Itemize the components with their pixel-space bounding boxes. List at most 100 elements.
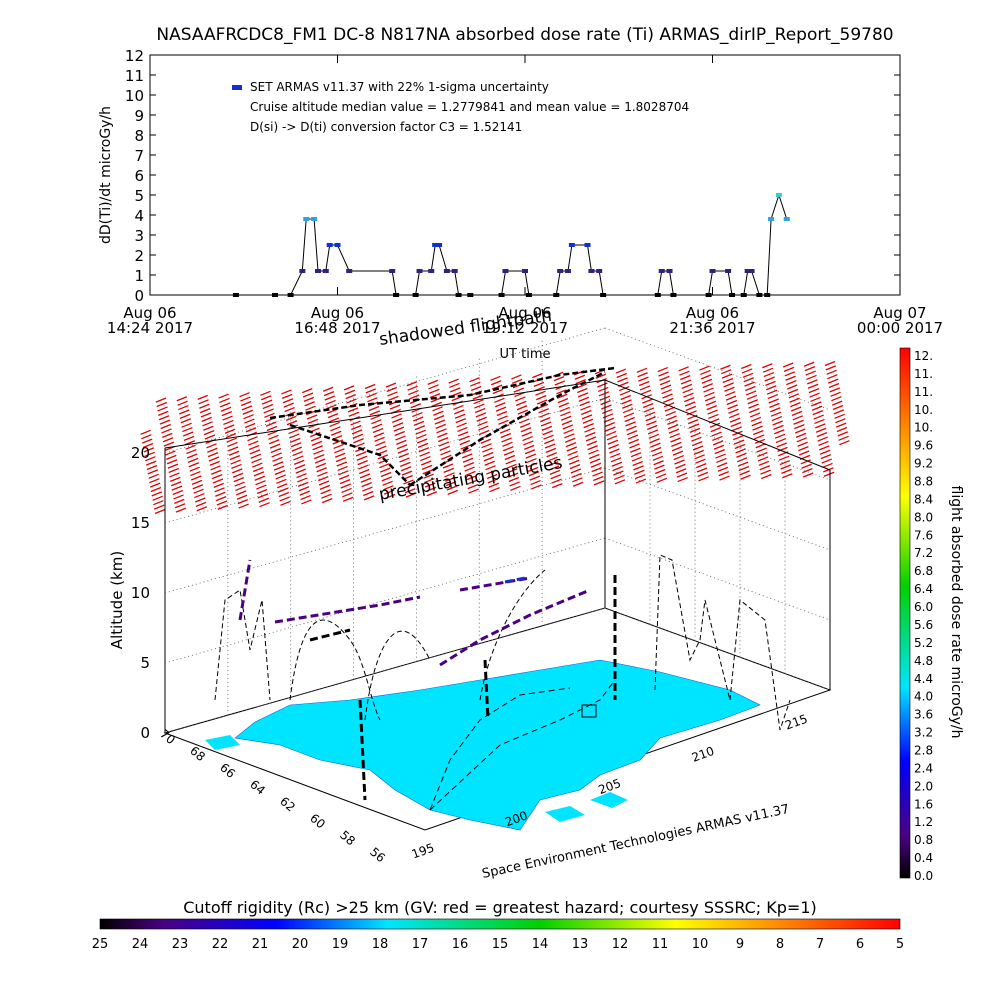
shadow-dash — [487, 478, 499, 484]
grid-back-left — [164, 537, 606, 664]
shadow-dash — [407, 385, 418, 391]
shadow-dash — [314, 458, 326, 464]
shadow-dash — [267, 430, 278, 436]
shadow-dash — [346, 398, 357, 404]
shadow-dash — [218, 393, 229, 399]
shadow-dash — [194, 497, 206, 503]
shadow-dash — [690, 432, 701, 438]
shadow-dash — [219, 397, 230, 404]
shadow-dash — [566, 446, 578, 452]
shadow-dash — [819, 445, 830, 451]
shadow-dash — [420, 460, 432, 466]
shadow-dash — [679, 370, 690, 376]
shadow-dash — [643, 407, 655, 413]
shadow-dash — [726, 399, 738, 406]
shadow-dash — [392, 417, 403, 423]
curtain-mid-2 — [479, 569, 546, 701]
shadow-dash — [526, 457, 537, 464]
shadow-dash — [585, 431, 596, 438]
shadow-dash — [757, 451, 768, 458]
shadow-dash — [281, 393, 293, 399]
shadow-dash — [438, 441, 450, 447]
shadow-dash — [351, 424, 362, 431]
shadow-dash — [700, 369, 711, 376]
shadow-dash — [759, 465, 771, 471]
shadow-dash — [649, 438, 660, 444]
shadow-dash — [544, 438, 555, 445]
shadow-dash — [815, 427, 827, 433]
shadow-dash — [608, 444, 619, 450]
shadow-dash — [532, 372, 543, 379]
shadow-dash — [772, 420, 783, 426]
shadow-dash — [716, 457, 727, 464]
shadow-dash — [590, 462, 602, 468]
shadow-dash — [764, 376, 775, 382]
shadow-dash — [229, 455, 241, 461]
y-tick-label: 12 — [125, 47, 144, 65]
shadow-dash — [576, 383, 587, 389]
shadow-dash — [336, 461, 348, 467]
shadow-dash — [363, 490, 374, 497]
shadow-dash — [657, 366, 668, 373]
shadow-dash — [823, 471, 835, 477]
shadow-dash — [639, 385, 651, 391]
latitude-tick-label: 66 — [217, 760, 238, 781]
shadow-dash — [298, 486, 310, 492]
cutoff-rigidity-colorbar: Cutoff rigidity (Rc) >25 km (GV: red = g… — [92, 898, 904, 952]
shadow-dash — [171, 485, 183, 491]
shadow-dash — [490, 375, 501, 381]
shadow-dash — [257, 493, 269, 499]
shadow-dash — [826, 369, 837, 375]
dose-rate-colorbar-tick: 10. — [914, 403, 933, 417]
data-point — [432, 243, 439, 247]
longitude-tick-label: 195 — [410, 841, 436, 862]
shadow-dash — [516, 405, 528, 411]
altitude-tick-label: 0 — [140, 724, 150, 742]
cutoff-rigidity-strip — [99, 918, 901, 930]
dose-rate-colorbar-tick: 9.6 — [914, 439, 933, 453]
shadow-dash — [375, 445, 387, 451]
shadow-dash — [233, 477, 245, 483]
shadow-dash — [812, 410, 824, 416]
shadow-dash — [805, 370, 816, 376]
shadow-dash — [813, 414, 824, 420]
shadow-dash — [330, 430, 342, 436]
shadow-dash — [163, 441, 175, 447]
shadow-dash — [187, 457, 199, 463]
legend-line-3: D(si) -> D(ti) conversion factor C3 = 1.… — [250, 120, 522, 134]
shadow-dash — [747, 399, 759, 405]
dose-rate-colorbar-tick: 2.0 — [914, 779, 933, 793]
cutoff-rigidity-tick: 22 — [212, 937, 229, 952]
shadow-dash — [361, 482, 372, 488]
shadow-dash — [679, 374, 691, 381]
shadow-dash — [433, 410, 444, 416]
shadow-dash — [365, 388, 377, 394]
shadow-dash — [683, 396, 695, 403]
shadow-dash — [591, 467, 602, 473]
shadow-dash — [508, 476, 520, 483]
shadow-dash — [354, 442, 365, 448]
shadow-dash — [385, 382, 397, 388]
shadow-dash — [148, 473, 159, 479]
shadow-dash — [530, 479, 541, 486]
longitude-tick-label: 215 — [783, 712, 809, 733]
shadow-dash — [515, 396, 526, 402]
shadow-dash — [285, 415, 297, 421]
shadow-dash — [568, 455, 579, 461]
shadow-dash — [730, 421, 742, 428]
shadow-dash — [578, 396, 590, 402]
shadow-dash — [263, 408, 274, 414]
shadow-dash — [234, 481, 245, 487]
curtain-east — [654, 554, 731, 701]
data-point — [326, 243, 333, 247]
shadow-dash — [282, 398, 294, 404]
shadow-dash — [248, 444, 260, 451]
x-tick-label-day: Aug 06 — [311, 304, 364, 322]
shadow-dash — [406, 381, 418, 387]
shadow-dash — [668, 428, 680, 434]
data-point — [740, 293, 747, 297]
shadow-dash — [280, 500, 291, 506]
shadow-dash — [192, 484, 204, 490]
shadow-dash — [767, 393, 779, 400]
